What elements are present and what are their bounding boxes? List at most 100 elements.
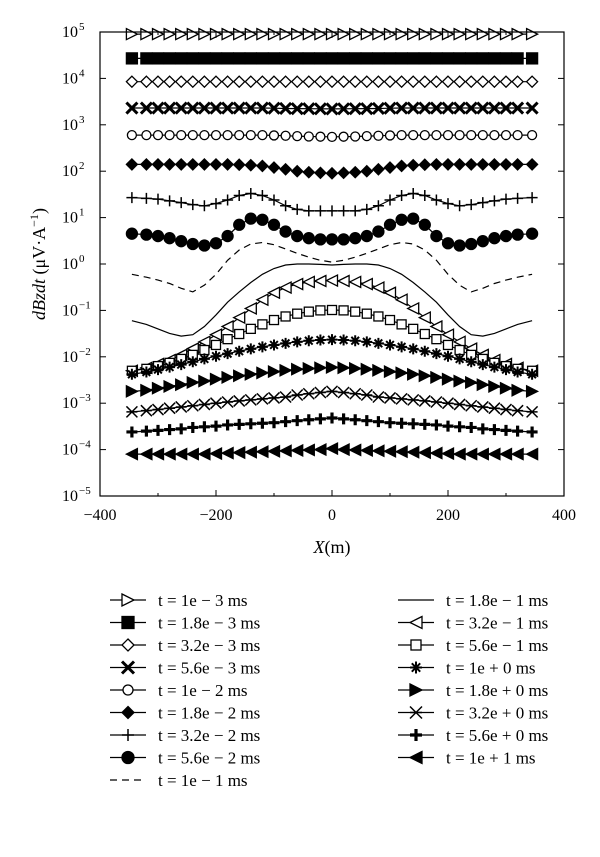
data-point: [326, 304, 338, 316]
data-point: [418, 27, 432, 41]
data-point: [384, 194, 396, 206]
data-point: [209, 372, 223, 386]
data-point: [383, 365, 397, 379]
data-point: [210, 129, 222, 141]
data-point: [151, 75, 165, 89]
data-point: [418, 158, 432, 172]
data-point: [464, 75, 478, 89]
data-point: [164, 129, 175, 141]
data-point: [441, 52, 455, 65]
data-point: [244, 52, 257, 65]
y-tick-label: 10: [62, 395, 78, 412]
data-point: [454, 344, 465, 356]
data-point: [442, 198, 454, 210]
data-point: [453, 239, 466, 252]
data-point: [511, 27, 525, 41]
y-tick-exponent: 5: [79, 21, 85, 33]
data-point: [453, 101, 467, 115]
data-point: [186, 75, 200, 89]
data-point: [337, 102, 351, 116]
series-14: [125, 360, 540, 398]
data-point: [209, 75, 223, 89]
data-point: [233, 189, 245, 201]
data-point: [361, 336, 373, 348]
data-point: [186, 27, 200, 41]
data-point: [198, 239, 211, 252]
data-point: [140, 192, 152, 204]
y-tick-label: 10: [62, 488, 78, 505]
data-point: [338, 413, 350, 425]
data-point: [267, 218, 281, 231]
data-point: [337, 361, 351, 375]
data-point: [125, 158, 139, 171]
data-point: [122, 729, 134, 741]
data-point: [325, 442, 339, 456]
data-point: [232, 446, 246, 460]
y-tick-exponent: −5: [79, 485, 91, 497]
data-point: [418, 369, 432, 383]
data-point: [175, 235, 188, 248]
data-point: [291, 52, 304, 65]
data-point: [410, 661, 422, 674]
data-point: [209, 447, 223, 461]
data-point: [465, 421, 477, 433]
y-tick-label: 10: [62, 24, 78, 41]
data-point: [396, 129, 407, 141]
y-axis-unit-exp: −1: [27, 214, 41, 227]
data-point: [418, 394, 431, 407]
data-point: [396, 189, 408, 201]
data-point: [221, 52, 234, 65]
data-point: [256, 392, 269, 405]
data-point: [163, 101, 177, 115]
data-point: [372, 225, 385, 238]
legend-item: t = 3.2e − 2 ms: [110, 726, 260, 745]
data-point: [126, 368, 138, 380]
data-point: [245, 129, 256, 141]
data-point: [280, 311, 291, 322]
data-point: [453, 75, 467, 89]
data-point: [512, 192, 524, 204]
data-point: [244, 212, 257, 225]
data-point: [243, 445, 257, 459]
data-point: [163, 75, 177, 89]
data-point: [499, 381, 513, 395]
data-point: [176, 129, 187, 141]
data-point: [500, 424, 512, 436]
data-point: [302, 165, 316, 179]
data-point: [186, 101, 200, 115]
data-point: [279, 363, 293, 377]
data-point: [394, 293, 408, 307]
data-point: [198, 353, 210, 365]
data-point: [348, 102, 362, 116]
data-point: [325, 75, 339, 89]
data-point: [337, 27, 351, 41]
data-point: [279, 225, 292, 238]
y-tick-label: 10: [62, 163, 78, 180]
data-point: [255, 445, 269, 459]
data-point: [511, 383, 525, 397]
data-point: [152, 364, 164, 376]
data-point: [245, 343, 257, 355]
data-point: [383, 391, 397, 404]
data-point: [279, 27, 293, 41]
data-point: [256, 27, 270, 41]
data-point: [526, 426, 538, 438]
data-point: [233, 369, 247, 383]
data-point: [350, 131, 361, 142]
data-point: [151, 158, 165, 171]
data-point: [302, 361, 316, 376]
data-point: [302, 75, 316, 89]
data-point: [152, 424, 164, 436]
data-point: [349, 205, 361, 217]
data-point: [383, 218, 397, 231]
data-point: [314, 233, 327, 246]
data-point: [465, 199, 477, 211]
data-point: [162, 447, 176, 461]
data-point: [210, 198, 222, 210]
data-point: [221, 229, 234, 243]
data-point: [430, 229, 443, 243]
data-point: [452, 447, 466, 461]
data-point: [396, 319, 407, 330]
data-point: [314, 205, 326, 217]
data-point: [232, 311, 246, 325]
